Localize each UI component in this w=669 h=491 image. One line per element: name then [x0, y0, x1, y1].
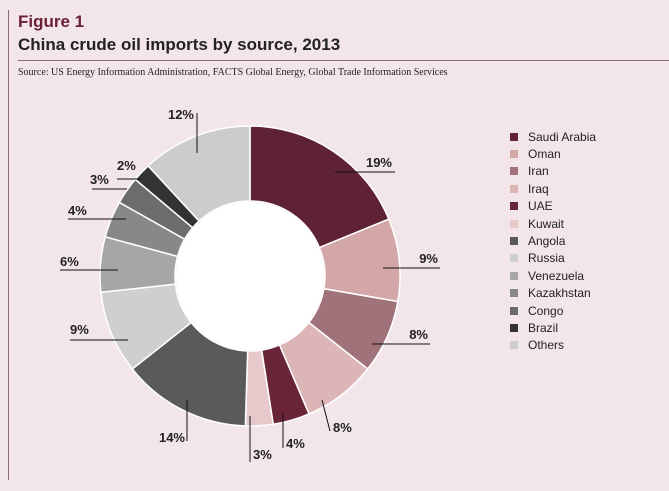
percent-label: 2%	[117, 158, 136, 173]
data-label-russia: 9%	[70, 322, 128, 341]
legend-item-congo: Congo	[510, 302, 596, 319]
legend-label: Iran	[528, 164, 549, 179]
legend-swatch	[510, 150, 518, 159]
data-label-kazakhstan: 4%	[68, 203, 126, 220]
legend-swatch	[510, 167, 518, 176]
legend-swatch	[510, 132, 518, 141]
percent-label: 6%	[60, 254, 79, 269]
percent-label: 9%	[419, 251, 438, 266]
data-label-angola: 14%	[159, 400, 188, 445]
legend-item-iran: Iran	[510, 163, 596, 180]
legend-item-brazil: Brazil	[510, 319, 596, 336]
legend-swatch	[510, 184, 518, 193]
legend-label: Others	[528, 338, 565, 353]
legend-item-oman: Oman	[510, 145, 596, 162]
legend-label: Congo	[528, 303, 564, 318]
source-note: Source: US Energy Information Administra…	[18, 67, 448, 78]
legend-item-saudi-arabia: Saudi Arabia	[510, 128, 596, 145]
figure-title: China crude oil imports by source, 2013	[18, 35, 341, 54]
data-label-venezuela: 6%	[60, 254, 118, 271]
percent-label: 9%	[70, 322, 89, 337]
donut-hole	[176, 202, 324, 350]
data-label-kuwait: 3%	[249, 416, 272, 462]
legend-label: Brazil	[528, 320, 559, 335]
legend-label: Angola	[528, 234, 566, 249]
percent-label: 8%	[409, 327, 428, 342]
legend-swatch	[510, 219, 518, 228]
legend-swatch	[510, 237, 518, 246]
percent-label: 3%	[90, 172, 109, 187]
legend-item-others: Others	[510, 337, 596, 354]
legend-item-uae: UAE	[510, 198, 596, 215]
legend-item-kazakhstan: Kazakhstan	[510, 285, 596, 302]
data-label-others: 12%	[168, 107, 198, 153]
legend-item-kuwait: Kuwait	[510, 215, 596, 232]
data-label-brazil: 2%	[117, 158, 141, 180]
percent-label: 12%	[168, 107, 194, 122]
data-label-oman: 9%	[383, 251, 440, 269]
legend-label: Venezuela	[528, 268, 585, 283]
legend-label: Oman	[528, 147, 561, 162]
legend-label: UAE	[528, 199, 553, 214]
legend-swatch	[510, 202, 518, 211]
legend-item-iraq: Iraq	[510, 180, 596, 197]
percent-label: 8%	[333, 420, 352, 435]
chart-legend: Saudi Arabia Oman Iran Iraq UAE Kuwait Angola R…	[510, 128, 596, 354]
data-label-uae: 4%	[282, 413, 305, 451]
legend-label: Kazakhstan	[528, 286, 591, 301]
percent-label: 3%	[253, 447, 272, 462]
legend-label: Kuwait	[528, 216, 565, 231]
legend-swatch	[510, 271, 518, 280]
figure-label: Figure 1	[18, 12, 85, 31]
legend-item-russia: Russia	[510, 250, 596, 267]
leader-line	[321, 399, 331, 432]
legend-swatch	[510, 323, 518, 332]
legend-swatch	[510, 341, 518, 350]
data-label-congo: 3%	[90, 172, 127, 190]
legend-label: Russia	[528, 251, 565, 266]
legend-item-angola: Angola	[510, 232, 596, 249]
data-label-iran: 8%	[372, 327, 430, 345]
left-rule	[8, 10, 9, 480]
data-label-saudi-arabia: 19%	[335, 155, 395, 173]
percent-label: 4%	[68, 203, 87, 218]
data-label-iraq: 8%	[321, 399, 352, 435]
legend-label: Iraq	[528, 181, 549, 196]
percent-label: 19%	[366, 155, 392, 170]
percent-label: 4%	[286, 436, 305, 451]
legend-label: Saudi Arabia	[528, 129, 597, 144]
legend-swatch	[510, 306, 518, 315]
slice-saudi-arabia	[249, 125, 390, 249]
title-rule	[18, 60, 669, 61]
legend-swatch	[510, 289, 518, 298]
percent-label: 14%	[159, 430, 185, 445]
slice-others	[147, 125, 251, 223]
legend-swatch	[510, 254, 518, 263]
legend-item-venezuela: Venezuela	[510, 267, 596, 284]
